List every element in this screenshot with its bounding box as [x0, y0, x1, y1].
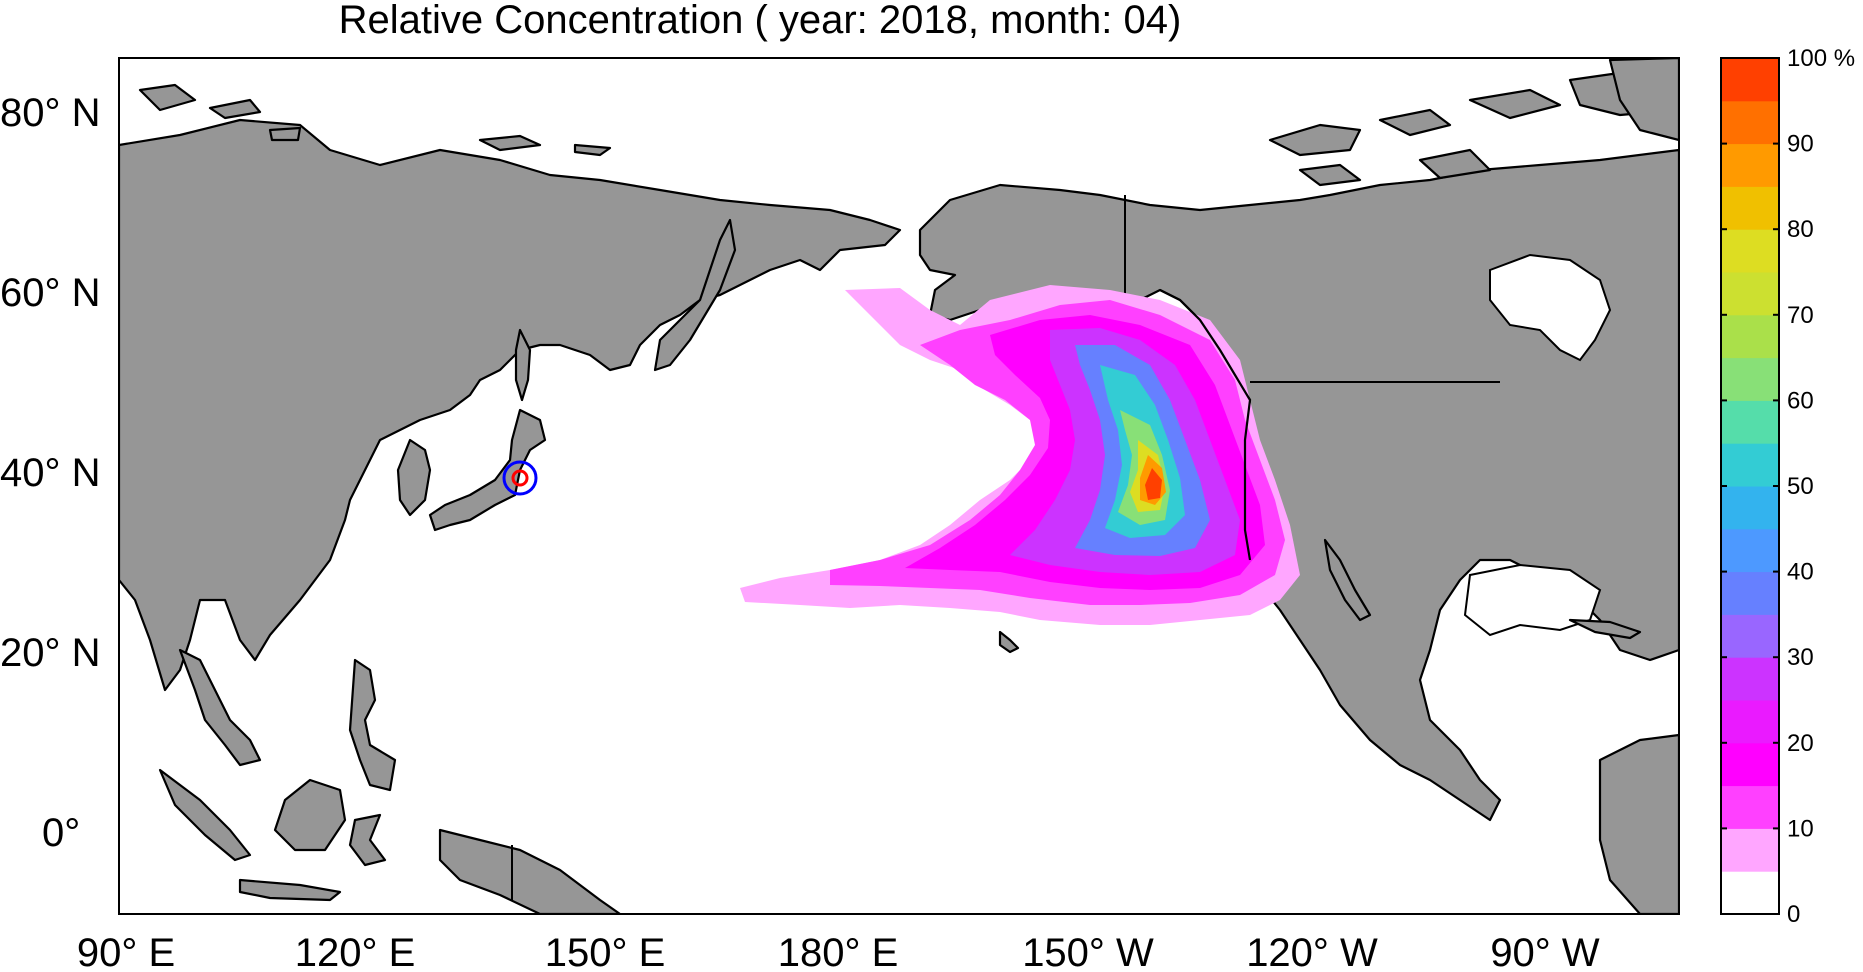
colorbar-tick-label: 10	[1787, 815, 1814, 842]
colorbar-tick-label: 90	[1787, 131, 1814, 158]
colorbar-ticks: 100 % 90 80 70 60 50 40 30 20 10 0	[1721, 45, 1855, 928]
land-japan	[428, 408, 547, 532]
colorbar-tick-label: 20	[1787, 730, 1814, 757]
land-kamchatka	[653, 218, 737, 372]
colorbar-tick-label: 0	[1787, 901, 1800, 928]
lon-label-90e: 90° E	[77, 931, 175, 972]
land-sumatra	[158, 768, 252, 862]
colorbar-swatch	[1721, 400, 1779, 444]
land-java	[238, 878, 342, 902]
colorbar: 100 % 90 80 70 60 50 40 30 20 10 0	[1720, 45, 1855, 928]
colorbar-swatch	[1721, 357, 1779, 401]
colorbar-swatch	[1721, 871, 1779, 915]
colorbar-swatch	[1721, 614, 1779, 658]
colorbar-tick-label: 80	[1787, 216, 1814, 243]
colorbar-swatch	[1721, 100, 1779, 145]
map-frame	[118, 57, 1680, 915]
colorbar-swatch	[1721, 143, 1779, 187]
lon-label-180e: 180° E	[778, 931, 899, 972]
colorbar-tick-label: 30	[1787, 644, 1814, 671]
land-indochina	[178, 648, 262, 767]
colorbar-swatch	[1721, 314, 1779, 359]
colorbar-swatch	[1721, 486, 1779, 530]
land-korea	[396, 438, 432, 517]
land-borneo	[273, 778, 347, 852]
lat-label-60n: 60° N	[0, 271, 101, 315]
lat-label-80n: 80° N	[0, 91, 101, 135]
colorbar-tick-label: 100 %	[1787, 45, 1855, 72]
source-marker	[502, 460, 538, 496]
source-inner-ring	[511, 469, 529, 487]
colorbar-tick-label: 50	[1787, 473, 1814, 500]
hudson-bay	[1489, 253, 1612, 362]
lat-label-20n: 20° N	[0, 631, 101, 675]
colorbar-swatch	[1721, 742, 1779, 787]
colorbar-swatch	[1721, 58, 1779, 102]
lat-label-40n: 40° N	[0, 451, 101, 495]
lon-label-90w: 90° W	[1490, 931, 1600, 972]
land-hawaii	[998, 630, 1020, 654]
colorbar-swatch	[1721, 443, 1779, 487]
lon-label-120e: 120° E	[295, 931, 416, 972]
colorbar-tick-label: 60	[1787, 387, 1814, 414]
lon-label-150e: 150° E	[545, 931, 666, 972]
source-outer-ring	[502, 460, 538, 496]
coastline-west-na	[1159, 289, 1252, 561]
lon-label-120w: 120° W	[1246, 931, 1378, 972]
land-asia	[119, 118, 902, 692]
colorbar-swatches	[1721, 58, 1779, 915]
colorbar-swatch	[1721, 229, 1779, 273]
land-sulawesi	[348, 813, 387, 867]
colorbar-swatch	[1721, 657, 1779, 701]
colorbar-swatch	[1721, 828, 1779, 872]
concentration-plume	[740, 285, 1300, 625]
latitude-labels: 80° N 60° N 40° N 20° N 0°	[0, 91, 101, 855]
land-new-guinea	[438, 828, 622, 914]
colorbar-swatch	[1721, 272, 1779, 316]
land-arctic-islands-asia	[138, 83, 612, 157]
colorbar-swatch	[1721, 528, 1779, 573]
colorbar-tick-label: 40	[1787, 559, 1814, 586]
gulf-of-mexico	[1463, 563, 1602, 637]
colorbar-swatch	[1721, 785, 1779, 829]
land-baja	[1323, 538, 1372, 622]
land-cuba	[1568, 618, 1642, 640]
colorbar-swatch	[1721, 186, 1779, 230]
lat-label-0: 0°	[42, 811, 80, 855]
colorbar-tick-label: 70	[1787, 302, 1814, 329]
longitude-labels: 90° E 120° E 150° E 180° E 150° W 120° W…	[77, 931, 1600, 972]
land-sakhalin	[514, 328, 532, 402]
colorbar-swatch	[1721, 571, 1779, 615]
map-title: Relative Concentration ( year: 2018, mon…	[338, 0, 1182, 42]
land-philippines	[348, 658, 397, 792]
colorbar-swatch	[1721, 700, 1779, 744]
lon-label-150w: 150° W	[1022, 931, 1154, 972]
land-south-america	[1598, 733, 1679, 914]
